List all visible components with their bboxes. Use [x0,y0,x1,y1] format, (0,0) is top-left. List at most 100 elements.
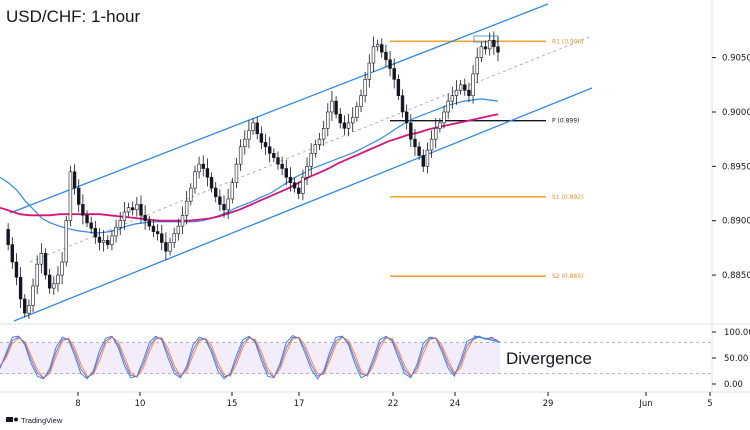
candle-down [288,176,293,183]
candle-down [164,242,168,252]
candle-down [492,39,496,48]
divergence-annotation: Divergence [506,349,592,368]
oscillator-d-line [0,336,499,379]
candle-down [143,214,147,222]
candle-down [388,59,392,69]
candle-up [450,95,455,102]
candle-up [243,138,247,148]
candle-down [106,239,110,245]
brand-label: TradingView [21,416,63,425]
candle-down [338,113,342,124]
osc-y-tick-label: 100.00 [724,328,750,338]
candle-up [363,79,367,96]
candle-down [222,204,226,211]
candle-up [114,226,118,237]
y-tick-label: 0.88500 [722,271,750,281]
candle-up [118,220,122,228]
pivot-level-label: S2 (0.885) [552,273,583,280]
candle-down [496,46,500,53]
x-tick-label: 29 [543,399,554,409]
candle-down [276,157,280,165]
candle-down [284,168,288,178]
candle-down [10,244,15,263]
candle-up [101,239,106,243]
candle-up [321,127,326,140]
candle-down [93,228,98,238]
candle-up [68,171,73,222]
candle-down [342,122,347,129]
candle-up [317,138,322,145]
candle-down [409,122,413,140]
candle-down [384,51,388,61]
candle-down [396,79,401,96]
candle-up [60,261,64,276]
candle-up [301,176,305,194]
candle-up [359,95,363,107]
candle-up [355,106,359,118]
candle-up [438,122,442,129]
oscillator-avg-line [0,336,499,379]
candle-up [446,100,450,113]
pivot-level-label: P (0.899) [552,118,579,125]
candle-up [110,235,114,245]
candle-up [351,117,355,124]
candle-down [263,142,268,148]
candle-down [209,176,214,189]
candle-up [184,200,189,216]
candle-up [309,153,313,167]
candle-up [458,84,463,91]
candle-up [375,44,380,48]
candle-down [280,163,284,169]
candle-up [326,111,330,129]
candle-up [247,130,251,140]
candle-up [230,182,235,200]
candle-down [404,111,409,124]
candle-down [72,171,77,189]
candle-down [18,276,23,300]
price-channel [9,3,593,322]
candle-down [130,207,135,211]
channel-upper-line [9,3,549,214]
candle-down [297,187,301,194]
oscillator-k-line [0,335,499,380]
pivot-level-label: R1 (0.906) [552,38,584,45]
candle-down [89,222,93,229]
candle-down [139,204,143,216]
candle-down [147,220,151,227]
candle-up [172,233,176,243]
candle-up [27,305,31,314]
candle-up [56,274,60,285]
candle-down [467,89,471,96]
x-tick-label: 15 [227,399,238,409]
candle-up [251,122,255,131]
candle-down [201,163,205,169]
x-tick-label: Jun [638,399,652,409]
candle-up [471,73,475,96]
candles [6,31,500,319]
candle-down [400,95,405,113]
candle-down [47,274,52,289]
candle-down [421,155,425,167]
candle-up [238,146,243,165]
x-axis-ticks: 8 10 15 17 22 24 29 Jun 5 [75,392,713,409]
candle-down [97,236,102,243]
candle-up [197,163,201,173]
x-tick-label: 17 [294,399,305,409]
candle-up [180,214,185,227]
x-tick-label: 5 [707,399,712,409]
candle-down [155,231,160,235]
candle-down [255,122,259,135]
candle-up [31,285,35,306]
channel-lower-line [13,87,593,322]
candle-down [23,298,27,314]
candle-down [218,196,222,205]
x-tick-label: 8 [75,399,80,409]
candle-up [313,144,318,154]
candle-up [367,62,372,80]
candle-up [52,283,56,289]
